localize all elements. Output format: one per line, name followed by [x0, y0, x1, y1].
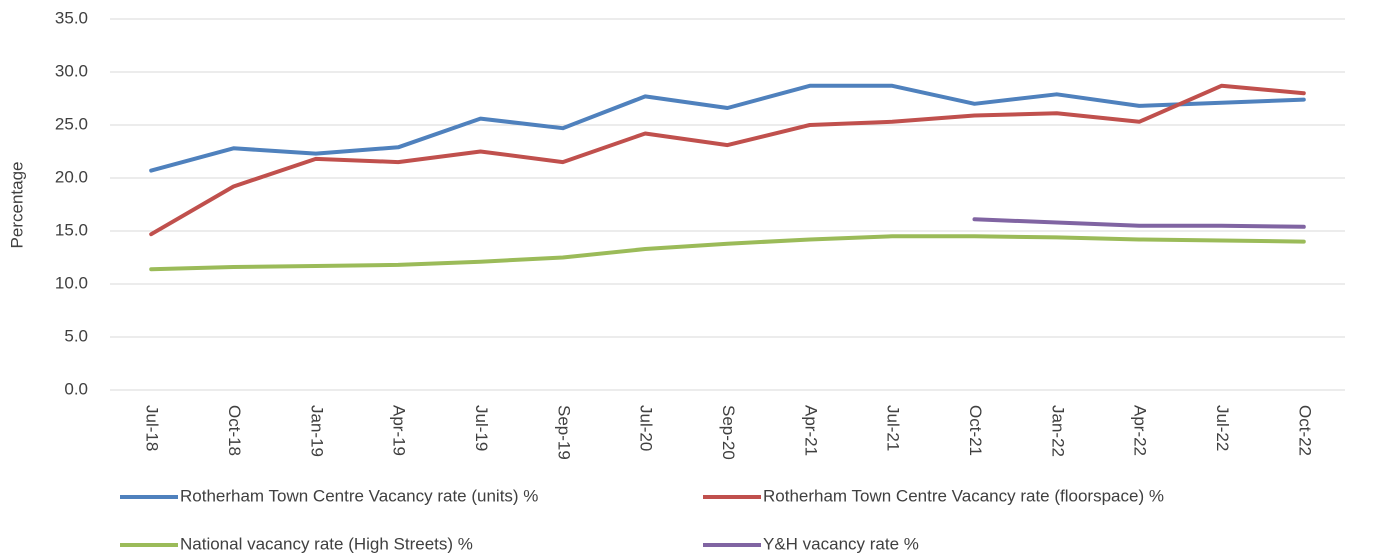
- series-line: [149, 83, 1306, 173]
- x-tick-label: Oct-18: [225, 405, 244, 456]
- y-tick-label: 35.0: [55, 8, 88, 27]
- series-line: [972, 217, 1306, 229]
- x-tick-label: Apr-22: [1131, 405, 1150, 456]
- x-tick-label: Jul-20: [637, 405, 656, 451]
- y-tick-label: 0.0: [64, 379, 88, 398]
- x-tick-label: Jan-22: [1048, 405, 1067, 457]
- x-tick-label: Jan-19: [307, 405, 326, 457]
- y-tick-label: 20.0: [55, 167, 88, 186]
- y-tick-label: 5.0: [64, 326, 88, 345]
- legend-label: Rotherham Town Centre Vacancy rate (unit…: [180, 486, 538, 505]
- x-tick-label: Jul-19: [472, 405, 491, 451]
- y-tick-label: 15.0: [55, 220, 88, 239]
- x-tick-label: Oct-21: [966, 405, 985, 456]
- series-line: [149, 83, 1306, 237]
- x-tick-label: Oct-22: [1295, 405, 1314, 456]
- x-tick-label: Apr-21: [801, 405, 820, 456]
- y-tick-label: 30.0: [55, 61, 88, 80]
- legend-label: Rotherham Town Centre Vacancy rate (floo…: [763, 486, 1164, 505]
- legend-label: Y&H vacancy rate %: [763, 534, 919, 553]
- x-tick-label: Sep-20: [719, 405, 738, 460]
- y-tick-label: 10.0: [55, 273, 88, 292]
- legend-label: National vacancy rate (High Streets) %: [180, 534, 473, 553]
- x-tick-label: Apr-19: [390, 405, 409, 456]
- y-axis-label: Percentage: [7, 162, 26, 249]
- x-tick-label: Jul-22: [1213, 405, 1232, 451]
- y-tick-label: 25.0: [55, 114, 88, 133]
- x-tick-label: Jul-18: [143, 405, 162, 451]
- x-tick-label: Sep-19: [554, 405, 573, 460]
- series-line: [149, 234, 1306, 272]
- x-tick-label: Jul-21: [884, 405, 903, 451]
